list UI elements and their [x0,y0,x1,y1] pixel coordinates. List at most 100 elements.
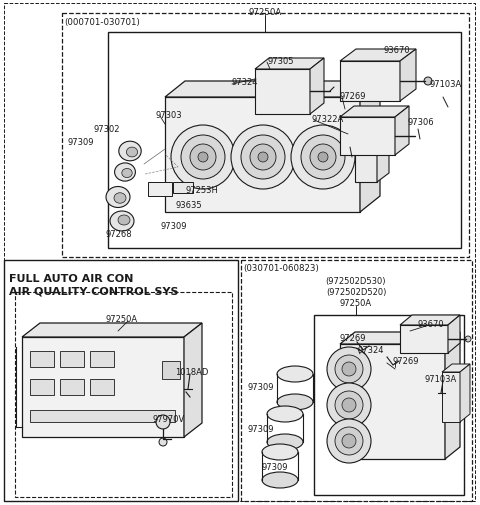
Polygon shape [340,344,445,459]
Text: 97250A: 97250A [248,8,282,17]
Polygon shape [184,323,202,437]
Text: (030701-060823): (030701-060823) [243,264,319,273]
Bar [173,183,193,193]
Text: 97322A: 97322A [312,115,344,124]
Circle shape [327,347,371,391]
Circle shape [310,145,336,171]
Circle shape [335,427,363,455]
Polygon shape [165,98,360,213]
Ellipse shape [115,164,135,182]
Polygon shape [460,364,470,422]
Bar [90,379,114,395]
Text: 97250A: 97250A [105,315,137,323]
Circle shape [301,136,345,180]
Circle shape [424,78,432,86]
Text: 97309: 97309 [261,462,288,471]
Text: (972502D520): (972502D520) [326,287,386,296]
Text: 97309: 97309 [248,382,275,391]
Text: 97269: 97269 [340,333,367,342]
Polygon shape [22,337,184,437]
Text: 97306: 97306 [408,118,434,127]
Ellipse shape [114,193,126,204]
Ellipse shape [267,434,303,450]
Bar [60,379,84,395]
Circle shape [318,153,328,163]
Circle shape [171,126,235,189]
Circle shape [250,145,276,171]
Text: 97253H: 97253H [185,186,218,194]
Polygon shape [340,107,409,118]
Polygon shape [340,62,400,102]
Polygon shape [445,332,460,459]
Text: 97250A: 97250A [340,298,372,308]
Ellipse shape [119,142,141,162]
Text: 97309: 97309 [248,424,275,433]
Text: 1018AD: 1018AD [175,367,208,376]
Ellipse shape [106,187,130,208]
Circle shape [327,419,371,463]
Ellipse shape [126,148,138,158]
Text: 93670: 93670 [383,46,409,55]
Text: (000701-030701): (000701-030701) [64,18,140,27]
Polygon shape [165,82,380,98]
Text: 97103A: 97103A [430,80,462,89]
Bar [30,379,54,395]
Polygon shape [442,372,460,422]
Circle shape [342,362,356,376]
Polygon shape [377,119,389,183]
Text: 97309: 97309 [67,138,94,147]
Ellipse shape [110,212,134,231]
Bar [90,351,114,367]
Text: 97303: 97303 [155,111,181,120]
Circle shape [258,153,268,163]
Bar [148,183,172,196]
Circle shape [159,438,167,446]
Polygon shape [255,59,324,70]
Text: 97309: 97309 [160,222,187,231]
Ellipse shape [262,472,298,488]
Text: FULL AUTO AIR CON: FULL AUTO AIR CON [9,274,133,283]
Polygon shape [442,364,470,372]
Ellipse shape [277,394,313,410]
Polygon shape [360,82,380,213]
Circle shape [181,136,225,180]
Polygon shape [340,118,395,156]
Text: (972502D530): (972502D530) [326,276,386,285]
Ellipse shape [277,366,313,382]
Text: 93635: 93635 [175,200,202,210]
Bar [30,410,175,422]
Circle shape [327,383,371,427]
Circle shape [231,126,295,189]
Circle shape [198,153,208,163]
Text: 97324: 97324 [232,78,259,87]
Circle shape [241,136,285,180]
Polygon shape [355,128,377,183]
Ellipse shape [122,169,132,178]
Polygon shape [340,50,416,62]
Polygon shape [355,119,389,128]
Text: 97970V: 97970V [152,414,184,423]
Text: 97305: 97305 [267,57,293,66]
Polygon shape [448,316,460,354]
Polygon shape [310,59,324,115]
Bar [30,351,54,367]
Polygon shape [255,70,310,115]
Text: 97302: 97302 [93,125,120,134]
Circle shape [465,336,471,342]
Circle shape [156,415,170,429]
Ellipse shape [262,444,298,460]
Polygon shape [400,50,416,102]
Circle shape [291,126,355,189]
Polygon shape [400,325,448,354]
Text: 97268: 97268 [105,230,132,238]
Text: 93670: 93670 [418,319,444,328]
Text: 97324: 97324 [358,345,384,355]
Circle shape [335,356,363,383]
Text: 97269: 97269 [393,357,420,365]
Bar [60,351,84,367]
Text: 97269: 97269 [340,92,367,101]
Polygon shape [395,107,409,156]
Ellipse shape [267,406,303,422]
Circle shape [342,398,356,412]
Ellipse shape [118,216,130,226]
